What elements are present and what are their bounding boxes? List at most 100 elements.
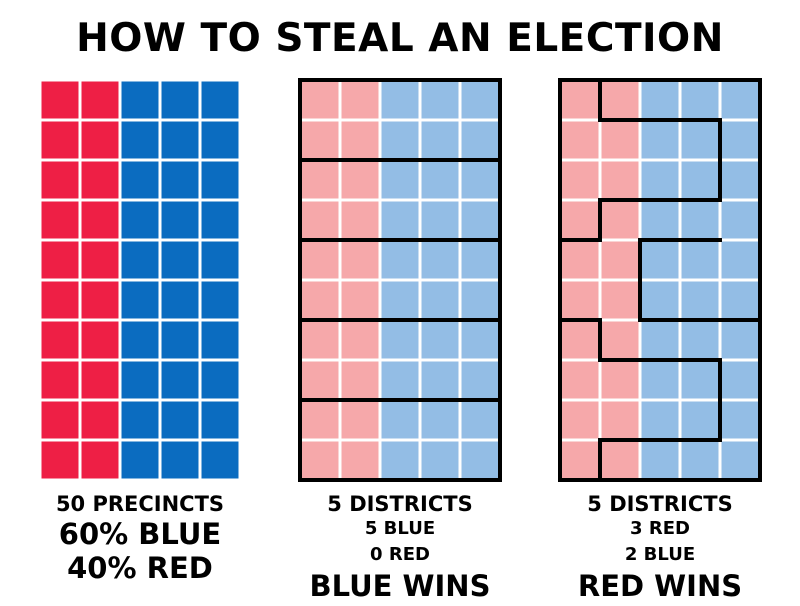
- fair-cell-red: [298, 278, 342, 322]
- gerry-cell-blue: [678, 318, 722, 362]
- gerry-cell-blue: [718, 398, 762, 442]
- fair-cell-blue: [458, 78, 502, 122]
- fair-cell-red: [338, 198, 382, 242]
- fair-cell-blue: [418, 158, 462, 202]
- precinct-cell-blue: [118, 238, 162, 282]
- precinct-cell-blue: [118, 118, 162, 162]
- precinct-cell-red: [78, 158, 122, 202]
- fair-cell-blue: [378, 278, 422, 322]
- precinct-cell-blue: [198, 438, 242, 482]
- fair-cell-red: [298, 358, 342, 402]
- fair-cell-blue: [378, 198, 422, 242]
- fair-cell-blue: [458, 278, 502, 322]
- gerry-cell-blue: [638, 318, 682, 362]
- district-boundary: [558, 198, 722, 242]
- precinct-cell-blue: [198, 318, 242, 362]
- precinct-cell-red: [78, 198, 122, 242]
- gerry-cell-red: [598, 358, 642, 402]
- fair-cell-red: [298, 398, 342, 442]
- precinct-cell-blue: [158, 438, 202, 482]
- precinct-cell-red: [38, 398, 82, 442]
- fair-cell-blue: [418, 118, 462, 162]
- panel-fair-districts: [298, 78, 502, 482]
- precinct-cell-red: [38, 278, 82, 322]
- gerry-cell-blue: [678, 358, 722, 402]
- fair-cell-red: [338, 318, 382, 362]
- gerry-cell-red: [558, 118, 602, 162]
- precinct-cell-blue: [198, 398, 242, 442]
- precinct-cell-red: [38, 158, 82, 202]
- fair-cell-red: [338, 118, 382, 162]
- gerry-cell-red: [558, 78, 602, 122]
- fair-cell-blue: [378, 398, 422, 442]
- panel-border: [298, 78, 502, 482]
- gerry-cell-blue: [678, 238, 722, 282]
- precinct-cell-red: [38, 318, 82, 362]
- fair-cell-red: [338, 158, 382, 202]
- fair-cell-red: [298, 158, 342, 202]
- caption-gerry-line-3: 2 BLUE: [624, 544, 696, 565]
- fair-cell-red: [338, 438, 382, 482]
- precinct-cell-red: [78, 118, 122, 162]
- fair-cell-blue: [378, 78, 422, 122]
- precinct-cell-blue: [118, 358, 162, 402]
- gerry-cell-blue: [638, 278, 682, 322]
- precinct-cell-blue: [198, 278, 242, 322]
- fair-cell-red: [298, 438, 342, 482]
- precinct-cell-blue: [158, 198, 202, 242]
- caption-fair-line-2: 5 BLUE: [364, 518, 436, 539]
- caption-precincts-line-3: 40% RED: [67, 551, 213, 585]
- fair-cell-blue: [458, 398, 502, 442]
- caption-gerry-result: RED WINS: [577, 569, 743, 603]
- precinct-cell-red: [78, 318, 122, 362]
- precinct-cell-red: [78, 358, 122, 402]
- caption-precincts: 50 PRECINCTS 60% BLUE 40% RED: [10, 494, 270, 588]
- precinct-cell-red: [78, 278, 122, 322]
- gerry-cell-red: [558, 238, 602, 282]
- fair-cell-red: [298, 238, 342, 282]
- gerry-cell-blue: [718, 158, 762, 202]
- gerry-cell-red: [598, 158, 642, 202]
- caption-gerrymandered-districts: 5 DISTRICTS 3 RED 2 BLUE RED WINS: [530, 494, 790, 606]
- gerry-cell-red: [558, 318, 602, 362]
- district-boundary: [558, 318, 722, 482]
- gerry-cell-red: [598, 78, 642, 122]
- fair-cell-blue: [418, 78, 462, 122]
- fair-cell-red: [298, 198, 342, 242]
- gerry-cell-blue: [718, 198, 762, 242]
- precinct-cell-blue: [118, 78, 162, 122]
- gerry-cell-blue: [638, 358, 682, 402]
- page-title: HOW TO STEAL AN ELECTION: [76, 16, 724, 61]
- fair-cell-red: [338, 358, 382, 402]
- precinct-cell-blue: [118, 438, 162, 482]
- precinct-cell-blue: [198, 158, 242, 202]
- precinct-cell-red: [38, 78, 82, 122]
- gerry-cell-red: [598, 318, 642, 362]
- fair-cell-blue: [458, 158, 502, 202]
- gerry-cell-blue: [638, 158, 682, 202]
- gerry-cell-red: [598, 278, 642, 322]
- fair-cell-blue: [378, 438, 422, 482]
- gerry-cell-blue: [638, 438, 682, 482]
- precinct-cell-red: [38, 118, 82, 162]
- precinct-cell-blue: [158, 318, 202, 362]
- precinct-cell-red: [78, 438, 122, 482]
- precinct-cell-blue: [158, 358, 202, 402]
- precinct-cell-blue: [198, 238, 242, 282]
- precinct-cell-blue: [198, 358, 242, 402]
- fair-cell-blue: [418, 438, 462, 482]
- precinct-cell-red: [78, 398, 122, 442]
- panel-precincts: [38, 78, 242, 482]
- precinct-cell-blue: [158, 78, 202, 122]
- gerry-cell-blue: [678, 398, 722, 442]
- gerry-cell-blue: [638, 198, 682, 242]
- precinct-cell-red: [38, 358, 82, 402]
- gerry-cell-red: [598, 398, 642, 442]
- caption-fair-line-3: 0 RED: [370, 544, 430, 565]
- gerry-cell-blue: [638, 118, 682, 162]
- gerry-cell-blue: [678, 198, 722, 242]
- gerry-cell-blue: [718, 318, 762, 362]
- gerry-cell-red: [558, 278, 602, 322]
- gerry-cell-red: [558, 398, 602, 442]
